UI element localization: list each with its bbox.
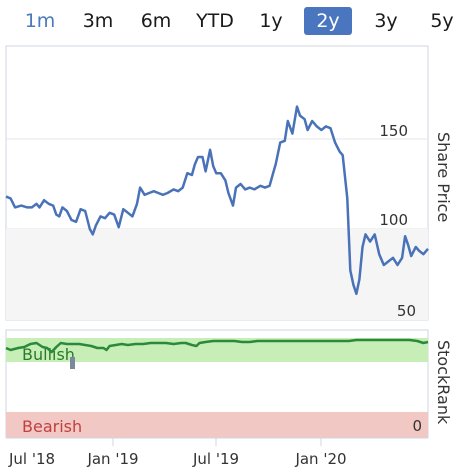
tab-6m[interactable]: 6m — [140, 10, 172, 32]
time-range-tabs: 1m 3m 6m YTD 1y 2y 3y 5y — [0, 0, 469, 44]
tab-3y[interactable]: 3y — [374, 10, 398, 32]
stockrank-tick-0: 0 — [412, 417, 422, 435]
price-tick-50: 50 — [397, 302, 416, 320]
tab-1m[interactable]: 1m — [24, 10, 56, 32]
x-tick-jul18: Jul '18 — [8, 450, 55, 468]
stockrank-panel: Bullish Bearish 0 StockRank — [5, 329, 453, 439]
tab-5y[interactable]: 5y — [430, 10, 454, 32]
x-tick-jan20: Jan '20 — [294, 450, 346, 468]
price-panel: 150 100 50 Share Price — [5, 45, 453, 321]
x-axis: Jul '18 Jan '19 Jul '19 Jan '20 — [6, 437, 428, 468]
bearish-label: Bearish — [22, 417, 82, 436]
stockrank-label: StockRank — [434, 340, 453, 425]
tab-1y[interactable]: 1y — [259, 10, 283, 32]
tab-3m[interactable]: 3m — [82, 10, 114, 32]
price-shaded-area — [6, 229, 428, 320]
bullish-label: Bullish — [22, 345, 75, 364]
price-tick-100: 100 — [379, 211, 408, 229]
price-series-line — [5, 105, 429, 296]
x-tick-jul19: Jul '19 — [192, 450, 239, 468]
share-price-label: Share Price — [434, 132, 453, 222]
tab-ytd[interactable]: YTD — [196, 10, 234, 32]
price-tick-150: 150 — [379, 122, 408, 140]
x-tick-jan19: Jan '19 — [86, 450, 138, 468]
tab-2y[interactable]: 2y — [304, 7, 352, 35]
stockrank-series-line — [5, 338, 429, 354]
stockrank-scrollbar-marker — [70, 357, 75, 369]
bearish-band — [6, 412, 428, 438]
